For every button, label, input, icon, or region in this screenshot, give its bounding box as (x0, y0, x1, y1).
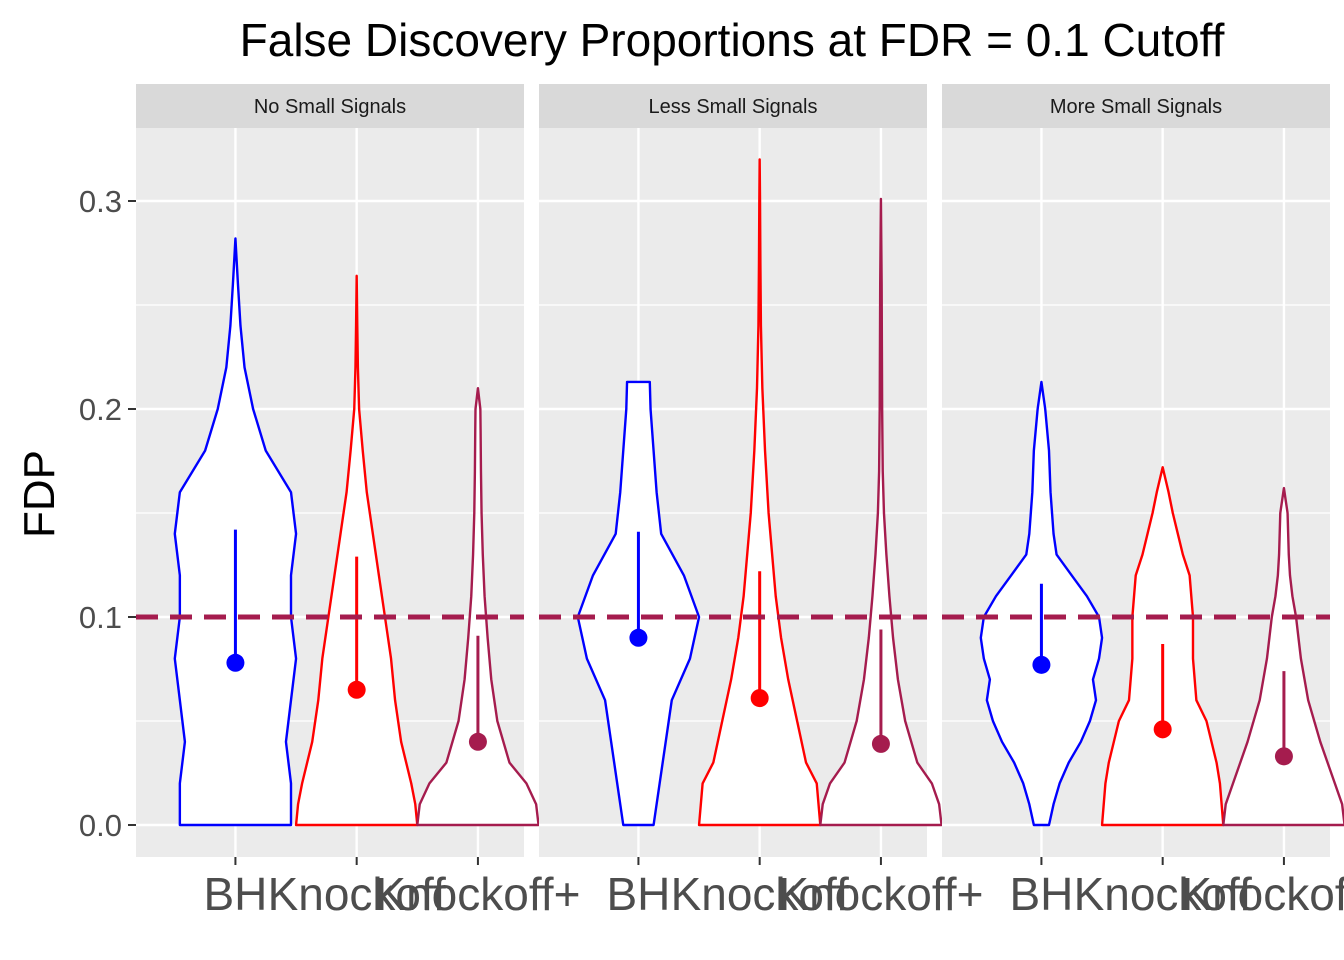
x-tick-label: Knockoff (1074, 868, 1252, 920)
mean-point (226, 653, 245, 672)
mean-point (629, 628, 648, 647)
mean-point (347, 680, 366, 699)
facet-strip-label: No Small Signals (254, 96, 406, 118)
violin-group (294, 274, 419, 827)
x-tick-label: BH (606, 868, 670, 920)
mean-point (1032, 655, 1051, 674)
mean-point (750, 689, 769, 708)
y-tick-label: 0.0 (79, 808, 122, 843)
violin-group (1222, 486, 1344, 827)
facet-strip (136, 84, 524, 128)
y-tick-label: 0.1 (79, 600, 122, 635)
violin-shape (697, 158, 822, 827)
violin-shape (416, 387, 540, 827)
mean-point (468, 732, 487, 751)
x-tick-label: BH (203, 868, 267, 920)
violin-shape (294, 274, 419, 827)
facet-strip (539, 84, 927, 128)
violin-group (416, 387, 540, 827)
x-tick-label: Knockoff (671, 868, 849, 920)
y-axis: 0.0 0.1 0.2 0.3 (79, 184, 136, 843)
violin-shape (819, 197, 943, 827)
y-tick-label: 0.3 (79, 184, 122, 219)
violin-group (576, 380, 701, 827)
mean-point (1274, 747, 1293, 766)
x-tick-label: Knockoff+ (778, 868, 983, 920)
chart-title: False Discovery Proportions at FDR = 0.1… (240, 14, 1225, 66)
facet-strip-label: Less Small Signals (649, 96, 818, 118)
violin-group (173, 237, 298, 827)
y-axis-label: FDP (15, 450, 64, 538)
x-tick-label: Knockoff (268, 868, 446, 920)
violin-group (1100, 466, 1225, 827)
violin-group (819, 197, 943, 827)
x-tick-label: Knockoff+ (375, 868, 580, 920)
facet-strip-label: More Small Signals (1050, 96, 1222, 118)
y-tick-label: 0.2 (79, 392, 122, 427)
violin-group (697, 158, 822, 827)
x-tick-label: Knockoff+ (1181, 868, 1344, 920)
x-tick-label: BH (1009, 868, 1073, 920)
violin-shape (1222, 486, 1344, 827)
mean-point (871, 734, 890, 753)
violin-group (979, 380, 1104, 827)
mean-point (1153, 720, 1172, 739)
facet-strip (942, 84, 1330, 128)
